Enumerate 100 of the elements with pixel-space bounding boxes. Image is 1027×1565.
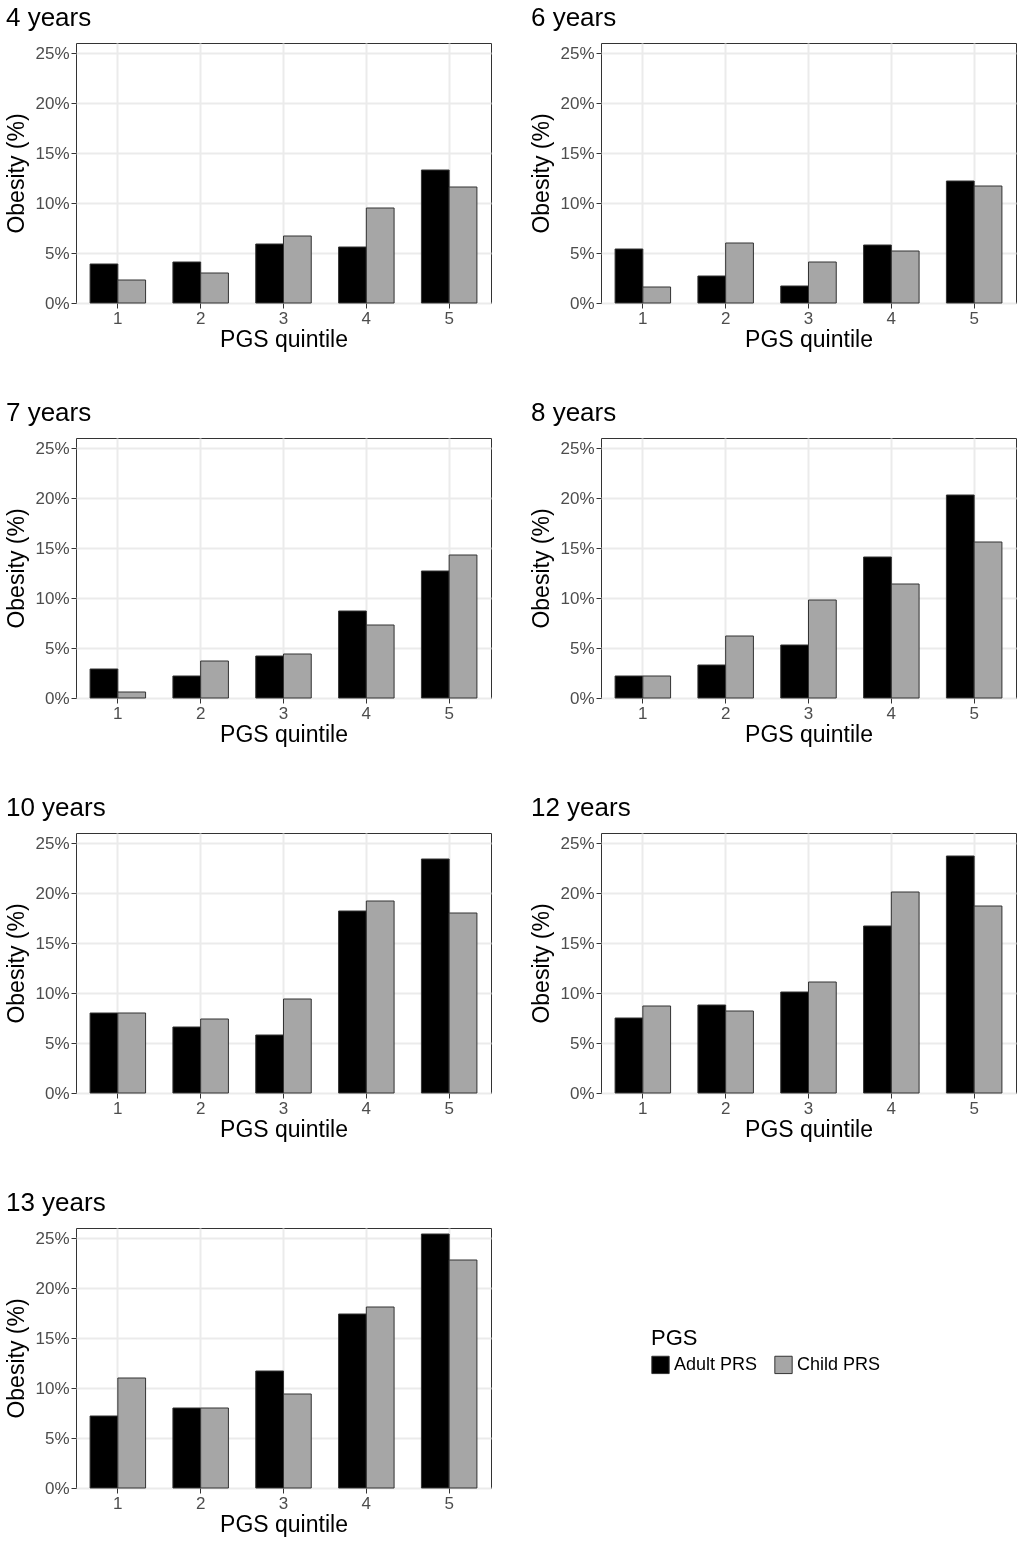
x-tick-label: 3 (803, 1098, 814, 1118)
x-tick-label: 5 (444, 1493, 454, 1513)
x-tick-label: 3 (803, 703, 814, 723)
x-tick-label: 1 (638, 1098, 648, 1118)
y-tick-label: 15% (560, 538, 595, 558)
x-tick-label: 3 (278, 1493, 289, 1513)
x-tick-label: 2 (195, 1098, 206, 1118)
y-tick-label: 25% (560, 43, 595, 63)
y-tick-label: 5% (569, 638, 595, 658)
x-tick-label: 1 (113, 703, 123, 723)
y-tick-label: 10% (560, 983, 595, 1003)
x-tick-label: 2 (720, 1098, 731, 1118)
chart-title: 13 years (5, 1187, 106, 1217)
y-tick-label: 0% (44, 1478, 70, 1498)
y-tick-label: 5% (569, 1033, 595, 1053)
y-tick-label: 15% (35, 538, 70, 558)
x-tick-label: 4 (886, 308, 897, 328)
y-tick-label: 20% (560, 488, 595, 508)
x-tick-label: 5 (969, 1098, 979, 1118)
y-axis-title: Obesity (%) (528, 113, 555, 234)
x-tick-label: 4 (361, 308, 372, 328)
legend-title: PGS (651, 1325, 698, 1350)
legend-label: Adult PRS (674, 1353, 758, 1374)
y-tick-label: 20% (35, 1278, 70, 1298)
y-tick-label: 25% (560, 438, 595, 458)
y-tick-label: 10% (560, 588, 595, 608)
y-tick-label: 0% (44, 293, 70, 313)
y-tick-label: 5% (44, 243, 70, 263)
x-tick-label: 1 (638, 308, 648, 328)
x-tick-label: 3 (803, 308, 814, 328)
x-tick-label: 1 (113, 1493, 123, 1513)
x-tick-label: 5 (444, 308, 454, 328)
y-tick-label: 5% (44, 638, 70, 658)
y-tick-label: 20% (560, 883, 595, 903)
x-tick-label: 4 (886, 1098, 897, 1118)
y-axis-title: Obesity (%) (3, 903, 30, 1024)
x-axis-title: PGS quintile (220, 325, 348, 352)
y-axis-title: Obesity (%) (3, 508, 30, 629)
y-axis-title: Obesity (%) (3, 1298, 30, 1419)
chart-title: 6 years (530, 2, 617, 32)
x-tick-label: 2 (195, 703, 206, 723)
y-tick-label: 20% (35, 93, 70, 113)
y-tick-label: 5% (44, 1428, 70, 1448)
x-tick-label: 3 (278, 308, 289, 328)
y-tick-label: 10% (35, 588, 70, 608)
x-tick-label: 4 (361, 703, 372, 723)
chart-title: 4 years (5, 2, 92, 32)
y-tick-label: 5% (44, 1033, 70, 1053)
chart-title: 10 years (5, 792, 106, 822)
y-tick-label: 0% (569, 1083, 595, 1103)
y-tick-label: 0% (569, 293, 595, 313)
chart-title: 8 years (530, 397, 617, 427)
y-tick-label: 0% (44, 688, 70, 708)
x-tick-label: 2 (195, 308, 206, 328)
y-tick-label: 10% (35, 983, 70, 1003)
y-tick-label: 15% (35, 933, 70, 953)
y-tick-label: 25% (35, 1228, 70, 1248)
y-tick-label: 25% (560, 833, 595, 853)
x-tick-label: 5 (969, 308, 979, 328)
x-tick-label: 1 (113, 308, 123, 328)
x-tick-label: 5 (444, 703, 454, 723)
x-tick-label: 3 (278, 703, 289, 723)
y-tick-label: 25% (35, 438, 70, 458)
x-axis-title: PGS quintile (220, 1510, 348, 1537)
y-tick-label: 25% (35, 833, 70, 853)
x-tick-label: 3 (278, 1098, 289, 1118)
y-tick-label: 10% (35, 1378, 70, 1398)
x-tick-label: 2 (720, 308, 731, 328)
x-axis-title: PGS quintile (220, 1115, 348, 1142)
legend-label: Child PRS (797, 1353, 881, 1374)
y-tick-label: 0% (44, 1083, 70, 1103)
x-tick-label: 2 (195, 1493, 206, 1513)
y-tick-label: 10% (560, 193, 595, 213)
x-axis-title: PGS quintile (745, 1115, 873, 1142)
chart-title: 12 years (530, 792, 631, 822)
y-tick-label: 25% (35, 43, 70, 63)
y-tick-label: 0% (569, 688, 595, 708)
y-tick-label: 10% (35, 193, 70, 213)
y-axis-title: Obesity (%) (528, 903, 555, 1024)
x-tick-label: 2 (720, 703, 731, 723)
y-tick-label: 15% (560, 933, 595, 953)
y-tick-label: 15% (35, 1328, 70, 1348)
y-tick-label: 15% (35, 143, 70, 163)
x-tick-label: 5 (444, 1098, 454, 1118)
x-tick-label: 1 (638, 703, 648, 723)
x-tick-label: 4 (361, 1493, 372, 1513)
y-tick-label: 20% (35, 488, 70, 508)
x-tick-label: 4 (361, 1098, 372, 1118)
x-axis-title: PGS quintile (745, 325, 873, 352)
y-tick-label: 5% (569, 243, 595, 263)
y-tick-label: 20% (560, 93, 595, 113)
y-tick-label: 15% (560, 143, 595, 163)
x-axis-title: PGS quintile (220, 720, 348, 747)
y-axis-title: Obesity (%) (528, 508, 555, 629)
x-tick-label: 1 (113, 1098, 123, 1118)
chart-title: 7 years (5, 397, 92, 427)
y-axis-title: Obesity (%) (3, 113, 30, 234)
y-tick-label: 20% (35, 883, 70, 903)
x-axis-title: PGS quintile (745, 720, 873, 747)
x-tick-label: 4 (886, 703, 897, 723)
